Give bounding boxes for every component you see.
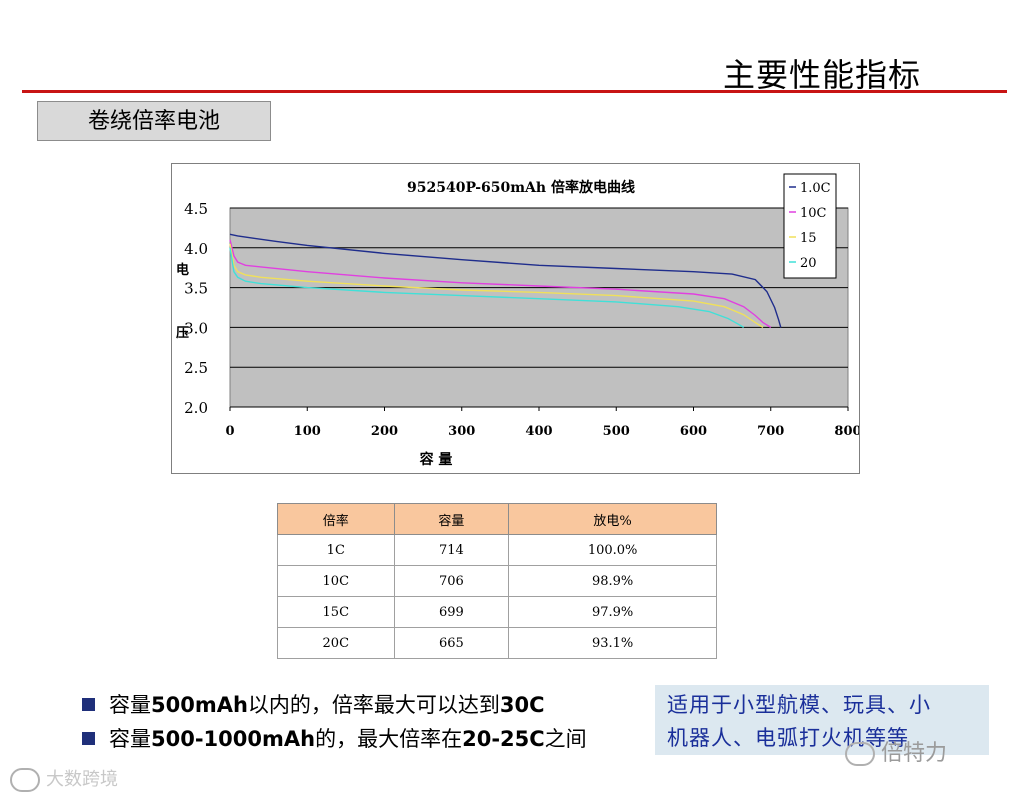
table-cell: 714 [393,534,510,566]
table-header-cell: 容量 [393,503,510,535]
table-cell: 98.9% [508,565,717,597]
table-cell: 93.1% [508,627,717,659]
y-tick-label: 4.5 [184,200,208,218]
title-divider [22,90,1007,93]
y-tick-label: 2.5 [184,359,208,377]
y-tick-label: 4.0 [184,240,208,258]
table-row: 1C 714 100.0% [277,534,717,566]
watermark-right: 倍特力 [845,735,947,767]
y-axis-label: 电 [176,262,189,278]
watermark-text: 倍特力 [881,741,948,766]
weibo-icon [10,768,40,792]
bullet-item: 容量500mAh以内的，倍率最大可以达到30C [82,688,587,722]
x-tick-label: 300 [448,424,475,439]
section-label: 卷绕倍率电池 [37,101,271,141]
x-tick-label: 200 [371,424,398,439]
table-cell: 1C [277,534,395,566]
bullet-list: 容量500mAh以内的，倍率最大可以达到30C 容量500-1000mAh的，最… [82,688,587,756]
bullet-text: 之间 [544,727,587,751]
plot-area [229,207,849,408]
x-tick-label: 600 [680,424,707,439]
table-cell: 15C [277,596,395,628]
series-line-2 [229,239,772,328]
x-tick-label: 400 [525,424,552,439]
table-cell: 97.9% [508,596,717,628]
table-row: 15C 699 97.9% [277,596,717,628]
series-line-1 [229,233,782,328]
legend-label: 15 [800,231,817,246]
legend-label: 20 [800,256,817,271]
watermark-text: 大数跨境 [46,769,118,790]
chart-frame: 2.0 2.5 3.0 3.5 4.0 4.5 0 100 200 300 400 500 600 700… [171,163,860,474]
bullet-bold: 500-1000mAh [151,727,316,751]
y-tick-label: 2.0 [184,399,208,417]
table-row: 20C 665 93.1% [277,627,717,659]
bullet-bold: 500mAh [151,693,248,717]
table-cell: 706 [393,565,510,597]
rate-table: 倍率 容量 放电% 1C 714 100.0% 10C 706 98.9% 15… [277,503,717,659]
table-cell: 665 [393,627,510,659]
x-tick-label: 500 [603,424,630,439]
x-tick-label: 700 [757,424,784,439]
discharge-chart: 2.0 2.5 3.0 3.5 4.0 4.5 0 100 200 300 400 500 600 700… [176,173,859,468]
watermark-left: 大数跨境 [10,765,118,792]
x-tick-label: 800 [834,424,859,439]
table-cell: 100.0% [508,534,717,566]
chart-title: 952540P-650mAh 倍率放电曲线 [407,179,635,196]
bullet-item: 容量500-1000mAh的，最大倍率在20-25C之间 [82,722,587,756]
series-line-3 [229,243,764,328]
table-cell: 699 [393,596,510,628]
page-title: 主要性能指标 [722,56,921,94]
y-tick-label: 3.0 [184,319,208,337]
table-cell: 10C [277,565,395,597]
x-tick-label: 100 [294,424,321,439]
bullet-bold: 30C [499,693,545,717]
y-tick-label: 3.5 [184,280,208,298]
legend-label: 1.0C [800,181,831,196]
legend-label: 10C [800,206,827,221]
table-header-cell: 放电% [508,503,717,535]
table-cell: 20C [277,627,395,659]
table-row: 10C 706 98.9% [277,565,717,597]
table-header-row: 倍率 容量 放电% [277,503,717,535]
bullet-text: 以内的，倍率最大可以达到 [247,693,500,717]
x-axis-label: 容 量 [419,451,453,468]
square-bullet-icon [82,731,95,745]
wechat-icon [845,742,875,766]
callout-line: 适用于小型航模、玩具、小 [667,693,931,717]
square-bullet-icon [82,697,95,711]
bullet-bold: 20-25C [462,727,545,751]
y-axis-label: 压 [176,326,189,341]
bullet-text: 容量 [109,693,151,717]
series-line-4 [229,247,745,329]
bullet-text: 容量 [109,727,151,751]
table-header-cell: 倍率 [277,503,395,535]
bullet-text: 的，最大倍率在 [315,727,463,751]
x-tick-label: 0 [225,424,234,439]
legend-box [783,173,837,279]
